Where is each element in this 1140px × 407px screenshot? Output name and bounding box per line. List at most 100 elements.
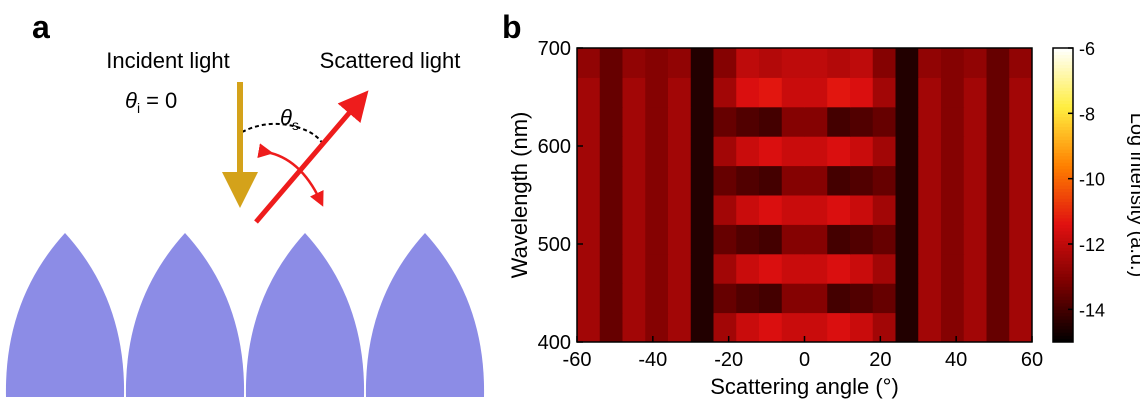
heatmap-cell [577,77,601,108]
heatmap-cell [622,136,646,167]
colorbar-segment [1053,64,1073,69]
colorbar-segment [1053,247,1073,252]
heatmap-cell [827,283,851,314]
heatmap-cell [599,136,623,167]
heatmap-cell [986,195,1010,225]
colorbar-segment [1053,83,1073,88]
colorbar-segment [1053,149,1073,154]
panel-label: b [502,9,522,45]
heatmap-cell [918,136,942,167]
heatmap-cell [759,48,783,78]
y-tick-label: 600 [538,136,571,158]
colorbar-segment [1053,227,1073,232]
heatmap-cell [668,224,692,255]
colorbar-segment [1053,332,1073,336]
heatmap-cell [918,77,942,108]
heatmap-cell [713,165,737,196]
colorbar-segment [1053,113,1073,118]
heatmap-cell [918,224,942,255]
heatmap-cell [827,106,851,137]
colorbar-segment [1053,195,1073,199]
colorbar-segment [1053,54,1073,59]
heatmap-cell [645,224,669,255]
colorbar-segment [1053,211,1073,216]
heatmap-cell [872,77,896,108]
y-tick-label: 400 [538,332,571,354]
colorbar-tick-label: -6 [1079,39,1095,59]
colorbar-tick-label: -8 [1079,104,1095,124]
colorbar-segment [1053,74,1073,78]
colorbar-segment [1053,129,1073,134]
colorbar-segment [1053,338,1073,343]
heatmap-cell [713,77,737,108]
heatmap-cell [895,312,919,343]
colorbar-segment [1053,335,1073,340]
heatmap-cell [759,195,783,225]
heatmap-cell [986,136,1010,167]
heatmap-cell [781,48,805,78]
heatmap-cell [645,136,669,167]
heatmap-cell [963,136,987,167]
heatmap-cell [781,77,805,108]
heatmap-cell [668,77,692,108]
colorbar-frame [1052,47,1074,343]
heatmap-cell [622,195,646,225]
heatmap-cell [850,136,874,167]
colorbar-segment [1053,181,1073,186]
heatmap-cell [804,253,828,284]
colorbar-segment [1053,123,1073,127]
incident-angle: θi = 0 [125,88,177,116]
heatmap-cell [781,195,805,225]
colorbar-segment [1053,234,1073,238]
colorbar-segment [1053,260,1073,265]
heatmap-cell [804,224,828,255]
x-tick-label: -60 [563,349,592,371]
heatmap-cell [577,195,601,225]
heatmap-cell [827,136,851,167]
heatmap-cell [941,195,965,225]
heatmap-cell [577,48,601,78]
heatmap-cell [781,165,805,196]
heatmap-cell [1009,48,1033,78]
heatmap-cell [963,165,987,196]
scattered-arrow [254,90,369,224]
heatmap-cell [736,195,760,225]
heatmap-cell [736,106,760,137]
heatmap-cell [963,253,987,284]
colorbar-segment [1053,266,1073,271]
heatmap-cell [668,106,692,137]
heatmap-cell [804,195,828,225]
heatmap-cell [577,283,601,314]
colorbar-segment [1053,67,1073,72]
colorbar-segment [1053,240,1073,245]
colorbar-segment [1053,319,1073,323]
heatmap-cell [736,253,760,284]
heatmap-cell [713,312,737,343]
heatmap-cell [622,48,646,78]
colorbar-segment [1053,273,1073,278]
heatmap-cell [599,77,623,108]
heatmap-cell [577,165,601,196]
heatmap-cell [713,283,737,314]
heatmap-cell [690,195,714,225]
x-tick-label: 20 [869,349,891,371]
incident-label: Incident light [106,48,230,73]
heatmap-cell [872,195,896,225]
heatmap-cell [781,136,805,167]
colorbar-segment [1053,270,1073,274]
heatmap-cell [941,77,965,108]
heatmap-cell [986,106,1010,137]
heatmap-cell [759,283,783,314]
heatmap-cell [918,312,942,343]
heatmap-cell [895,283,919,314]
heatmap-cell [986,312,1010,343]
colorbar-segment [1053,97,1073,101]
theta: θ [125,88,137,113]
heatmap-cell [668,165,692,196]
colorbar-segment [1053,48,1073,52]
y-axis-label: Wavelength (nm) [507,112,532,279]
colorbar-segment [1053,165,1073,170]
colorbar-segment [1053,230,1073,235]
heatmap-cell [690,48,714,78]
